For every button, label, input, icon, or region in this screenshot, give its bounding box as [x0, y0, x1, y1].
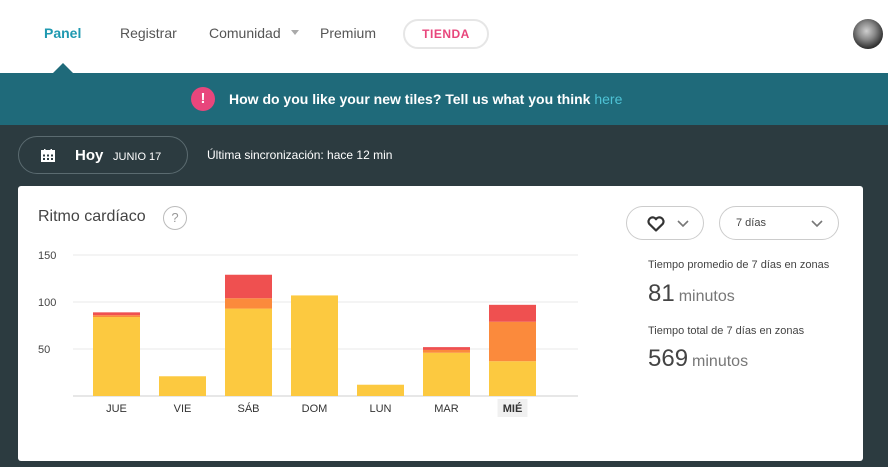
y-tick-label: 100: [38, 297, 56, 309]
avg-zone-label: Tiempo promedio de 7 días en zonas: [648, 259, 830, 271]
bar-segment-sáb: [225, 298, 272, 309]
feedback-banner: ! How do you like your new tiles? Tell u…: [0, 73, 888, 125]
avatar[interactable]: [853, 19, 883, 49]
x-tick-label: MIÉ: [503, 402, 523, 415]
x-tick-label: JUE: [106, 403, 127, 415]
top-nav: Panel Registrar Comunidad Premium TIENDA: [0, 0, 888, 73]
x-tick-label: VIE: [174, 403, 192, 415]
date-label: Hoy: [75, 147, 104, 164]
bar-segment-mié: [489, 321, 536, 362]
bar-segment-dom: [291, 295, 338, 396]
total-zone-number: 569: [648, 345, 689, 372]
bar-segment-lun: [357, 384, 404, 396]
heart-rate-card: Ritmo cardíaco ? 50 100 150 JUE VIE SÁB DOM LUN…: [18, 186, 863, 461]
chevron-down-icon: [677, 220, 689, 228]
sync-status: Última sincronización: hace 12 min: [207, 148, 393, 162]
nav-item-comunidad[interactable]: Comunidad: [209, 25, 281, 41]
x-tick-label: DOM: [302, 403, 328, 415]
bar-segment-mié: [489, 361, 536, 396]
banner-text: How do you like your new tiles? Tell us …: [229, 91, 591, 107]
heart-icon: [647, 216, 665, 232]
total-zone-label: Tiempo total de 7 días en zonas: [648, 325, 805, 337]
y-tick-label: 50: [38, 344, 50, 356]
avg-zone-unit: minutos: [678, 288, 735, 305]
date-value: JUNIO 17: [113, 151, 162, 163]
chevron-down-icon[interactable]: [291, 30, 299, 35]
bar-segment-jue: [93, 315, 140, 318]
alert-icon: !: [191, 87, 215, 111]
metric-select[interactable]: [626, 206, 704, 240]
help-icon[interactable]: ?: [163, 206, 187, 230]
total-zone-value: 569 minutos: [648, 345, 748, 373]
bar-segment-mar: [423, 352, 470, 396]
banner-link[interactable]: here: [594, 91, 623, 107]
bar-segment-mar: [423, 349, 470, 353]
bar-segment-jue: [93, 317, 140, 396]
heart-rate-chart: 50 100 150 JUE VIE SÁB DOM LUN MAR MIÉ: [38, 250, 578, 417]
calendar-icon: [41, 149, 55, 162]
avg-zone-value: 81 minutos: [648, 280, 735, 308]
range-select[interactable]: 7 días: [719, 206, 839, 240]
nav-item-panel[interactable]: Panel: [44, 25, 82, 41]
highlight-tick-bg: [497, 399, 528, 417]
bar-segment-mié: [489, 304, 536, 322]
avg-zone-number: 81: [648, 280, 675, 307]
chevron-down-icon: [811, 220, 823, 228]
range-select-label: 7 días: [736, 217, 766, 229]
bar-segment-jue: [93, 312, 140, 316]
nav-item-registrar[interactable]: Registrar: [120, 25, 177, 41]
total-zone-unit: minutos: [692, 353, 749, 370]
x-tick-label: SÁB: [237, 402, 259, 415]
bar-segment-sáb: [225, 274, 272, 299]
date-selector[interactable]: Hoy JUNIO 17: [18, 136, 188, 174]
card-title: Ritmo cardíaco: [38, 208, 146, 225]
bar-segment-vie: [159, 376, 206, 396]
bar-segment-sáb: [225, 308, 272, 396]
x-tick-label: LUN: [369, 403, 391, 415]
active-nav-pointer: [52, 63, 74, 74]
y-tick-label: 150: [38, 250, 56, 262]
nav-item-premium[interactable]: Premium: [320, 25, 377, 41]
store-button[interactable]: TIENDA: [403, 19, 489, 49]
bar-segment-mar: [423, 347, 470, 350]
x-tick-label: MAR: [434, 403, 459, 415]
banner-message: How do you like your new tiles? Tell us …: [229, 91, 622, 107]
